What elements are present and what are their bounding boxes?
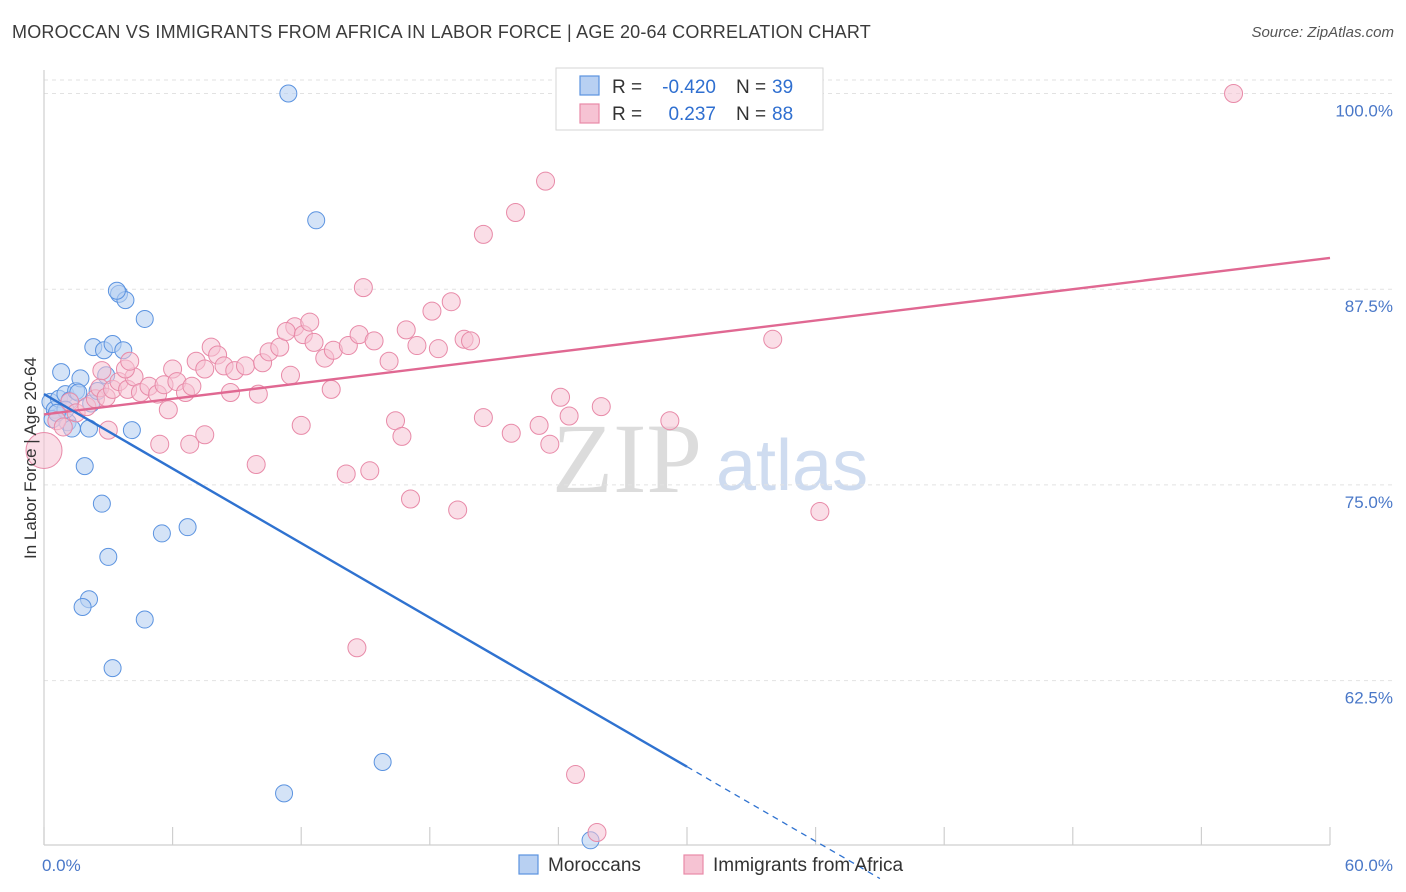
point-immigrants <box>441 292 461 312</box>
point-moroccans <box>122 421 141 440</box>
point-immigrants <box>540 434 560 454</box>
legend-n-label-1: N = <box>736 77 766 98</box>
point-moroccans <box>75 457 94 476</box>
point-immigrants <box>422 301 442 321</box>
point-immigrants <box>461 331 481 351</box>
legend-r-label-1: R = <box>612 77 642 98</box>
point-immigrants <box>1224 83 1244 103</box>
point-immigrants <box>392 426 412 446</box>
point-immigrants <box>120 351 140 371</box>
point-immigrants <box>195 425 215 445</box>
y-axis-title: In Labor Force | Age 20-64 <box>21 357 40 559</box>
point-immigrants <box>92 361 112 381</box>
point-immigrants <box>473 408 493 428</box>
point-moroccans <box>275 784 294 803</box>
point-immigrants <box>235 356 255 376</box>
y-tick-label: 75.0% <box>1345 493 1393 512</box>
point-immigrants <box>448 500 468 520</box>
point-immigrants <box>566 765 586 785</box>
point-immigrants <box>591 397 611 417</box>
bottom-legend-swatch-moroccans <box>518 854 539 875</box>
chart-title: MOROCCAN VS IMMIGRANTS FROM AFRICA IN LA… <box>12 22 871 42</box>
point-moroccans <box>99 547 118 566</box>
point-immigrants <box>810 502 830 522</box>
point-immigrants <box>304 332 324 352</box>
y-tick-label: 62.5% <box>1345 689 1393 708</box>
series-moroccans <box>41 84 600 850</box>
legend-n-value-2: 88 <box>772 104 793 125</box>
point-immigrants <box>536 171 556 191</box>
point-immigrants <box>321 379 341 399</box>
legend-r-value-1: -0.420 <box>662 77 716 98</box>
point-immigrants <box>276 321 296 341</box>
point-immigrants <box>25 431 63 469</box>
legend-n-label-2: N = <box>736 104 766 125</box>
point-immigrants <box>280 365 300 385</box>
trend-line-immigrants <box>43 256 1331 416</box>
point-moroccans <box>135 610 154 629</box>
point-moroccans <box>103 659 122 678</box>
point-moroccans <box>92 494 111 513</box>
point-immigrants <box>353 278 373 298</box>
chart-source: Source: ZipAtlas.com <box>1251 24 1394 41</box>
gridlines <box>44 79 1395 682</box>
point-immigrants <box>763 329 783 349</box>
point-immigrants <box>246 455 266 475</box>
point-moroccans <box>178 518 197 537</box>
point-immigrants <box>336 464 356 484</box>
point-immigrants <box>180 434 200 454</box>
legend-box: R = -0.420 N = 39 R = 0.237 N = 88 <box>555 67 824 131</box>
trend-line-moroccans-extension <box>686 766 881 880</box>
point-moroccans <box>73 598 92 617</box>
point-moroccans <box>373 753 392 772</box>
point-immigrants <box>347 638 367 658</box>
point-immigrants <box>506 202 526 222</box>
point-immigrants <box>360 461 380 481</box>
point-moroccans <box>307 211 326 230</box>
point-immigrants <box>473 224 493 244</box>
y-tick-label: 100.0% <box>1335 101 1393 120</box>
bottom-legend: Moroccans Immigrants from Africa <box>518 854 903 876</box>
bottom-legend-label-immigrants: Immigrants from Africa <box>713 855 903 876</box>
trend-line-moroccans <box>43 393 688 768</box>
point-immigrants <box>300 312 320 332</box>
legend-r-label-2: R = <box>612 104 642 125</box>
bottom-legend-label-moroccans: Moroccans <box>548 855 641 876</box>
point-immigrants <box>195 359 215 379</box>
point-immigrants <box>407 336 427 356</box>
y-tick-label: 87.5% <box>1345 297 1393 316</box>
point-immigrants <box>559 406 579 426</box>
point-moroccans <box>135 309 154 328</box>
legend-r-value-2: 0.237 <box>668 104 716 125</box>
point-immigrants <box>551 387 571 407</box>
tick-labels: 62.5% 75.0% 87.5% 100.0% 0.0% 60.0% <box>42 101 1393 875</box>
point-moroccans <box>152 524 171 543</box>
point-immigrants <box>379 351 399 371</box>
point-moroccans <box>107 281 126 300</box>
point-immigrants <box>364 331 384 351</box>
x-tick-label-min: 0.0% <box>42 856 81 875</box>
point-immigrants <box>401 489 421 509</box>
point-immigrants <box>150 434 170 454</box>
point-moroccans <box>279 84 298 103</box>
point-immigrants <box>501 423 521 443</box>
watermark-atlas: atlas <box>716 426 868 506</box>
bottom-legend-swatch-immigrants <box>683 854 704 875</box>
point-immigrants <box>396 320 416 340</box>
point-moroccans <box>52 363 71 382</box>
point-immigrants <box>587 822 607 842</box>
point-immigrants <box>291 415 311 435</box>
legend-swatch-moroccans <box>579 75 600 96</box>
legend-swatch-immigrants <box>579 103 600 124</box>
point-immigrants <box>158 400 178 420</box>
point-immigrants <box>182 376 202 396</box>
point-immigrants <box>660 411 680 431</box>
point-immigrants <box>53 417 73 437</box>
trend-lines <box>43 256 1331 880</box>
point-immigrants <box>428 339 448 359</box>
point-immigrants <box>529 415 549 435</box>
x-tick-label-max: 60.0% <box>1345 856 1393 875</box>
legend-n-value-1: 39 <box>772 77 793 98</box>
